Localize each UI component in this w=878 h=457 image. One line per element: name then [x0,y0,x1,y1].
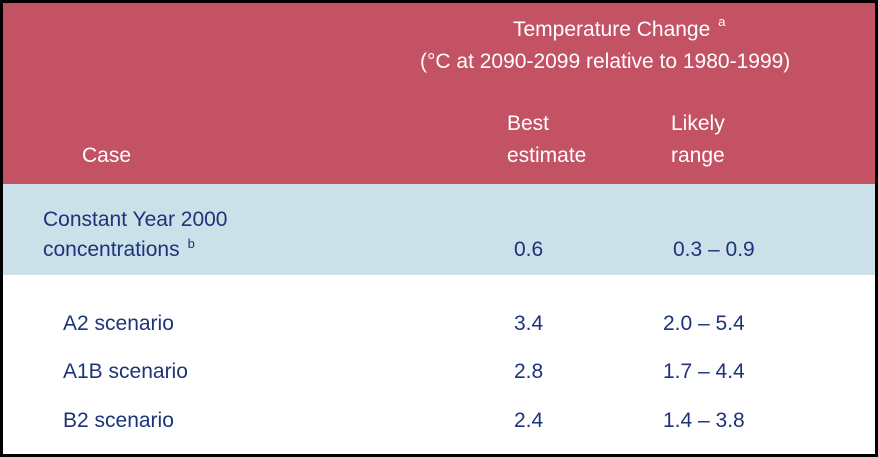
row-case-line1: Constant Year 2000 [43,208,228,231]
column-header-best-line2: estimate [507,144,587,167]
column-header-case: Case [82,144,132,167]
row-likely-range: 1.7 – 4.4 [663,360,745,383]
row-best-estimate: 2.4 [514,409,544,432]
row-best-estimate: 0.6 [514,238,544,261]
row-case: A2 scenario [63,312,174,335]
row-likely-range: 0.3 – 0.9 [673,238,755,261]
row-likely-range: 2.0 – 5.4 [663,312,745,335]
row-case-footnote: b [187,236,195,251]
column-header-best-line1: Best [507,112,550,135]
column-header-likely-line2: range [671,144,725,167]
table-header: Temperature Change a (°C at 2090-2099 rel… [3,3,875,184]
group-title-footnote: a [718,14,726,29]
row-best-estimate: 3.4 [514,312,544,335]
row-best-estimate: 2.8 [514,360,544,383]
highlight-row: Constant Year 2000 concentrations b 0.6 0… [3,184,875,275]
group-subtitle: (°C at 2090-2099 relative to 1980-1999) [420,50,791,73]
row-likely-range: 1.4 – 3.8 [663,409,745,432]
group-title-text: Temperature Change [513,18,711,41]
row-case-line2-text: concentrations [43,238,180,261]
row-case-line2: concentrations b [43,236,195,261]
row-case: A1B scenario [63,360,188,383]
row-case: B2 scenario [63,409,174,432]
column-header-likely-line1: Likely [671,112,725,135]
group-title: Temperature Change a [513,15,726,41]
